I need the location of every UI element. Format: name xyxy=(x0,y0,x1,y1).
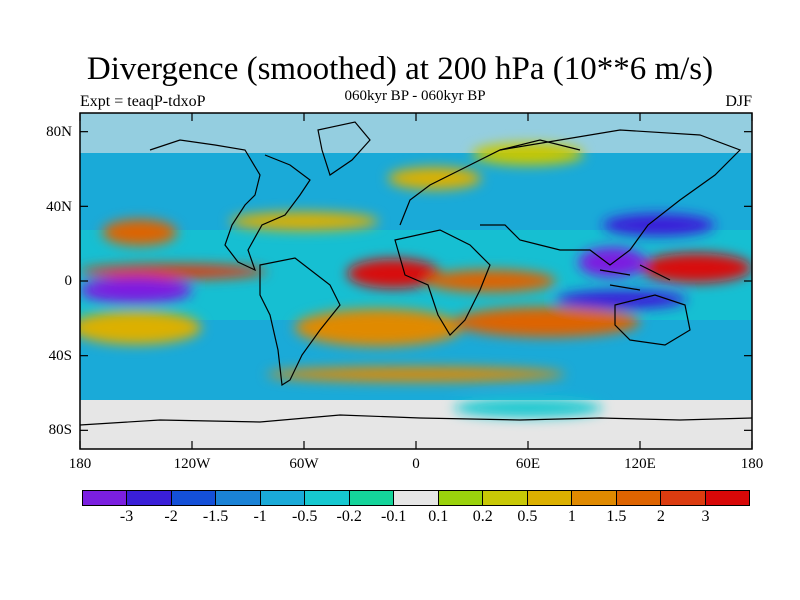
lon-label-0: 0 xyxy=(412,456,420,472)
colorbar-label-10: 1 xyxy=(567,508,576,525)
colorbar-swatch-0 xyxy=(83,491,128,505)
colorbar-swatch-2 xyxy=(171,491,217,505)
antarctica-coast xyxy=(80,414,752,426)
lat-label-80s: 80S xyxy=(48,422,72,438)
experiment-label: Expt = teaqP-tdxoP xyxy=(80,93,206,110)
lon-label-120w: 120W xyxy=(173,456,211,472)
contour-blob-9 xyxy=(294,309,463,347)
colorbar-label-4: -0.5 xyxy=(291,508,318,525)
contour-blob-16 xyxy=(453,398,603,418)
colorbar-swatch-1 xyxy=(127,491,172,505)
contour-blob-10 xyxy=(80,310,202,345)
lon-label-60e: 60E xyxy=(515,456,541,472)
contour-blob-11 xyxy=(453,307,640,338)
contour-blob-6 xyxy=(578,247,646,278)
season-label: DJF xyxy=(725,93,752,110)
colorbar-labels: -3 -2 -1.5 -1 -0.5 -0.2 -0.1 0.1 0.2 0.5 1 1.5 2 3 xyxy=(82,508,750,528)
polar-band-south xyxy=(80,400,752,449)
colorbar-label-13: 3 xyxy=(701,508,710,525)
colorbar-swatch-8 xyxy=(438,491,484,505)
lat-label-80n: 80N xyxy=(46,124,72,140)
contour-blob-0 xyxy=(102,219,178,246)
asia-coast xyxy=(480,129,742,266)
colorbar-label-8: 0.2 xyxy=(472,508,493,525)
lon-label-60w: 60W xyxy=(289,456,319,472)
colorbar-swatch-3 xyxy=(216,491,261,505)
contour-blob-12 xyxy=(556,290,687,309)
contour-blob-3 xyxy=(346,258,441,289)
australia-coast xyxy=(614,294,691,346)
colorbar-label-11: 1.5 xyxy=(606,508,627,525)
colorbar-label-6: -0.1 xyxy=(381,508,407,525)
colorbar-swatch-10 xyxy=(527,491,573,505)
contour-blob-14 xyxy=(472,142,584,166)
south-america-coast xyxy=(259,257,341,387)
colorbar-swatch-13 xyxy=(661,491,706,505)
colorbar-label-9: 0.5 xyxy=(517,508,538,525)
north-america-coast xyxy=(149,139,311,272)
colorbar-swatch-4 xyxy=(260,491,306,505)
colorbar-label-12: 2 xyxy=(656,508,665,525)
contour-blob-13 xyxy=(388,167,482,190)
colorbar-swatch-14 xyxy=(705,491,750,505)
lat-label-40s: 40S xyxy=(48,348,72,364)
colorbar-swatch-5 xyxy=(305,491,350,505)
africa-coast xyxy=(394,229,491,336)
colorbar-label-2: -1.5 xyxy=(202,508,229,525)
colorbar-label-7: 0.1 xyxy=(428,508,449,525)
coastlines xyxy=(80,121,752,426)
contour-blob-4 xyxy=(425,269,556,293)
contour-blob-8 xyxy=(80,277,192,304)
colorbar-swatch-9 xyxy=(483,491,528,505)
colorbar-label-5: -0.2 xyxy=(336,508,362,525)
contour-blob-2 xyxy=(80,264,267,280)
colorbar-label-0: -3 xyxy=(119,508,134,525)
colorbar-swatch-11 xyxy=(572,491,617,505)
colorbar-swatch-7 xyxy=(394,491,439,505)
axis-ticks xyxy=(79,113,753,449)
colorbar xyxy=(82,490,750,506)
lat-label-40n: 40N xyxy=(46,199,72,215)
colorbar-swatch-6 xyxy=(349,491,395,505)
maritime-continent-coast xyxy=(599,264,671,291)
period-label: 060kyr BP - 060kyr BP xyxy=(344,88,486,104)
chart-title: Divergence (smoothed) at 200 hPa (10**6 … xyxy=(86,51,714,87)
contour-blob-1 xyxy=(229,211,379,231)
lon-label-180w: 180 xyxy=(68,456,92,472)
colorbar-swatch-12 xyxy=(616,491,662,505)
contour-blob-15 xyxy=(266,366,566,382)
colorbar-label-1: -2 xyxy=(164,508,178,525)
lat-label-0: 0 xyxy=(64,273,73,289)
contour-blob-7 xyxy=(602,213,715,237)
greenland-coast xyxy=(317,121,371,176)
lon-label-180e: 180 xyxy=(740,456,764,472)
contour-blob-5 xyxy=(640,252,752,283)
lon-label-120e: 120E xyxy=(624,456,656,472)
colorbar-label-3: -1 xyxy=(253,508,267,525)
europe-coast xyxy=(399,139,581,226)
